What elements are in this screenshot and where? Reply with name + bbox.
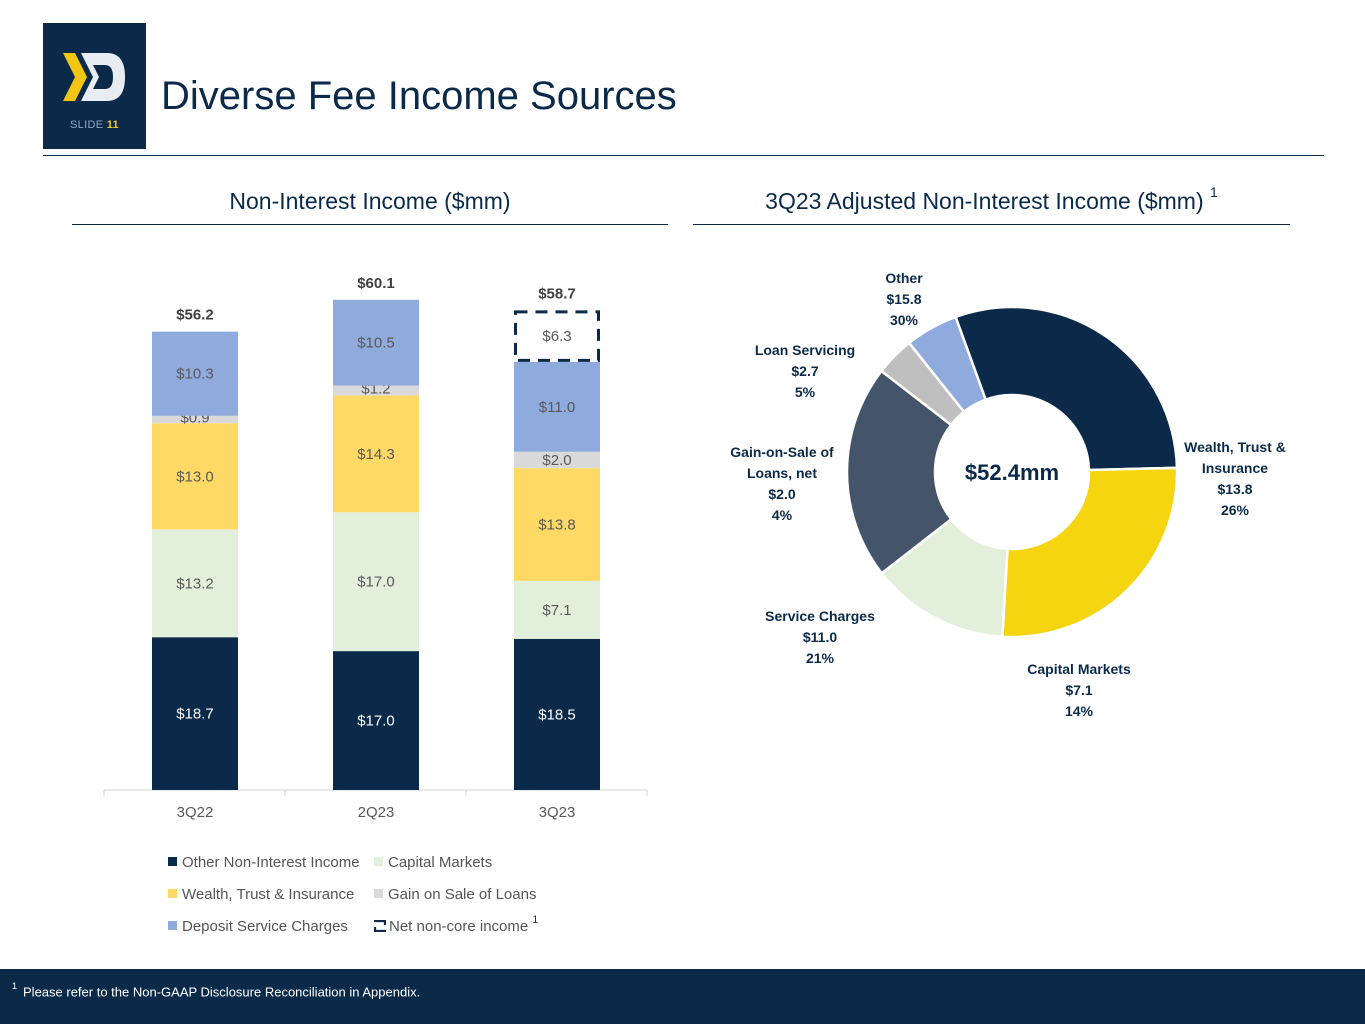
bar-value-label: $14.3	[357, 446, 395, 463]
bar-value-label: $18.5	[538, 706, 576, 723]
bar-value-label: $13.8	[538, 516, 576, 533]
slide-number-value: 11	[106, 119, 119, 131]
bar-segment-deposit-service-charges	[514, 361, 600, 452]
x-tick-label: 3Q22	[177, 804, 214, 821]
right-section-footnote-marker: 1	[1210, 184, 1218, 200]
slide-number: SLIDE 11	[43, 119, 146, 131]
donut-slice-label: Wealth, Trust & Insurance $13.8 26%	[1184, 439, 1286, 518]
bar-segment-gain-on-sale-of-loans	[514, 451, 600, 469]
legend-item-gain-on-sale: Gain on Sale of Loans	[374, 886, 536, 903]
right-section-divider	[693, 224, 1290, 225]
legend-item-capital-markets: Capital Markets	[374, 854, 492, 871]
donut-slice-label: Gain-on-Sale of Loans, net $2.0 4%	[730, 444, 834, 523]
footer-marker: 1	[12, 981, 18, 991]
bar-segment-capital-markets	[333, 512, 419, 652]
legend-item-net-non-core: Net non-core income 1	[373, 914, 538, 935]
legend-swatch-dashed-icon	[373, 919, 387, 933]
bar-segment-gain-on-sale-of-loans	[152, 415, 238, 424]
donut-slice-wealth-trust-insurance	[1001, 466, 1179, 639]
footer-bar: 1 Please refer to the Non-GAAP Disclosure…	[0, 969, 1365, 1024]
bar-segment-gain-on-sale-of-loans	[333, 385, 419, 396]
legend-swatch-deposit	[168, 921, 177, 930]
page-title: Diverse Fee Income Sources	[161, 74, 677, 118]
legend-swatch-wealth	[168, 889, 177, 898]
slide-label-text: SLIDE	[70, 119, 104, 131]
legend-swatch-gain-on-sale	[374, 889, 383, 898]
bar-segment-other-non-interest-income	[333, 651, 419, 790]
legend-item-deposit: Deposit Service Charges	[168, 918, 348, 935]
bar-segment-wealth-trust-insurance	[152, 423, 238, 530]
legend-item-other: Other Non-Interest Income	[168, 854, 360, 871]
bar-total-label: $56.2	[176, 307, 214, 324]
bar-value-label: $17.0	[357, 713, 395, 730]
right-section-title-text: 3Q23 Adjusted Non-Interest Income ($mm)	[765, 188, 1204, 214]
bar-total-label: $58.7	[538, 285, 576, 302]
legend-label-net-non-core: Net non-core income	[389, 918, 529, 935]
bar-value-label: $11.0	[539, 399, 575, 416]
donut-slice-label: Capital Markets $7.1 14%	[1027, 661, 1131, 719]
donut-chart: $52.4mm Other $15.8 30% Wealth, Trust & Insur…	[730, 270, 1286, 719]
donut-slice-capital-markets	[879, 517, 1009, 639]
legend-item-wealth: Wealth, Trust & Insurance	[168, 886, 354, 903]
legend-swatch-capital-markets	[374, 857, 383, 866]
bar-segment-deposit-service-charges	[152, 331, 238, 416]
donut-slice-service-charges	[845, 369, 953, 576]
title-divider	[43, 155, 1324, 156]
bar-segment-capital-markets	[152, 529, 238, 638]
bar-value-label: $7.1	[542, 602, 571, 619]
bar-segment-wealth-trust-insurance	[333, 395, 419, 513]
right-section-title: 3Q23 Adjusted Non-Interest Income ($mm) …	[693, 184, 1290, 215]
legend-label-gain-on-sale: Gain on Sale of Loans	[388, 886, 537, 903]
x-tick-label: 2Q23	[358, 804, 395, 821]
bar-value-label: $17.0	[357, 574, 395, 591]
left-section-divider	[72, 224, 668, 225]
legend-footnote-marker: 1	[532, 914, 539, 926]
bar-segment-capital-markets	[514, 580, 600, 639]
donut-slice-label: Loan Servicing $2.7 5%	[755, 342, 855, 400]
bar-value-label: $2.0	[542, 452, 571, 469]
bar-value-label: $6.3	[542, 328, 571, 345]
legend-label-capital-markets: Capital Markets	[388, 854, 493, 871]
bar-total-label: $60.1	[357, 275, 395, 292]
bar-segment-other-non-interest-income	[514, 638, 600, 790]
bar-value-label: $13.0	[176, 468, 214, 485]
bar-value-label: $18.7	[176, 706, 214, 723]
footer-note-text: Please refer to the Non-GAAP Disclosure …	[23, 984, 421, 1000]
legend-label-wealth: Wealth, Trust & Insurance	[182, 886, 355, 903]
bar-segment-net-non-core	[514, 310, 600, 362]
legend-swatch-other	[168, 857, 177, 866]
left-section-title: Non-Interest Income ($mm)	[72, 188, 668, 215]
donut-slice-loan-servicing	[907, 315, 988, 414]
donut-slice-label: Other $15.8 30%	[885, 270, 923, 328]
bar-chart: $18.7$13.2$13.0$0.9$10.3$56.23Q22$17.0$1…	[103, 275, 648, 821]
bar-segment-other-non-interest-income	[152, 637, 238, 790]
left-section-title-text: Non-Interest Income ($mm)	[229, 188, 511, 214]
logo-mark-icon	[63, 53, 125, 101]
bar-value-label: $10.3	[176, 366, 214, 383]
footer-note: 1 Please refer to the Non-GAAP Disclosure…	[12, 981, 421, 1000]
legend-label-other: Other Non-Interest Income	[182, 854, 360, 871]
x-tick-label: 3Q23	[539, 804, 576, 821]
donut-slice-other	[953, 305, 1179, 472]
bar-segment-wealth-trust-insurance	[514, 468, 600, 581]
bar-segment-deposit-service-charges	[333, 299, 419, 386]
donut-center-label: $52.4mm	[965, 460, 1059, 485]
bar-value-label: $13.2	[176, 575, 214, 592]
legend-label-deposit: Deposit Service Charges	[182, 918, 348, 935]
donut-slice-label: Service Charges $11.0 21%	[765, 608, 875, 666]
company-logo: SLIDE 11	[43, 23, 146, 149]
bar-value-label: $10.5	[357, 335, 395, 352]
